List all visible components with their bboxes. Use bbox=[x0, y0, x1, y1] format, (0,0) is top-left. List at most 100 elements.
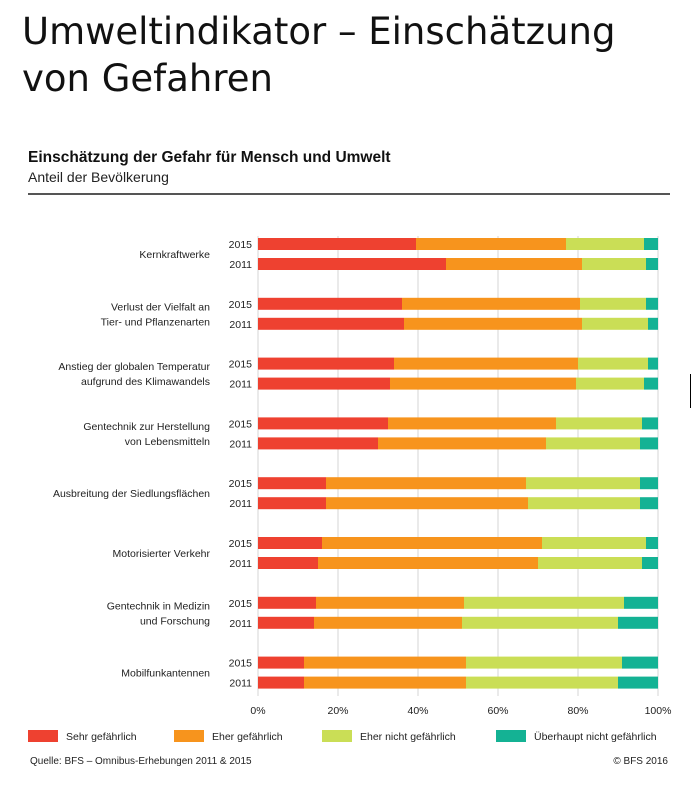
bar-segment bbox=[542, 537, 646, 549]
bar-segment bbox=[644, 377, 658, 390]
bar-segment bbox=[466, 676, 618, 689]
bar-segment bbox=[304, 676, 466, 689]
bar-segment bbox=[258, 417, 388, 430]
bar-segment bbox=[622, 656, 658, 669]
category-label: Ausbreitung der Siedlungsflächen bbox=[53, 488, 210, 500]
year-label: 2015 bbox=[229, 538, 253, 550]
bar-segment bbox=[642, 417, 658, 430]
year-label: 2015 bbox=[229, 478, 253, 490]
year-label: 2011 bbox=[229, 678, 252, 690]
year-label: 2011 bbox=[229, 618, 252, 630]
category-label: aufgrund des Klimawandels bbox=[81, 376, 210, 388]
bar-segment bbox=[258, 537, 322, 549]
category-label: Motorisierter Verkehr bbox=[113, 548, 211, 560]
chart-title: Einschätzung der Gefahr für Mensch und U… bbox=[28, 149, 391, 166]
category-label: und Forschung bbox=[140, 615, 210, 627]
year-label: 2015 bbox=[229, 418, 253, 430]
bar-segment bbox=[582, 317, 648, 330]
bar-segment bbox=[388, 417, 556, 430]
bar-segment bbox=[390, 377, 576, 390]
bar-segment bbox=[648, 357, 658, 370]
bar-segment bbox=[258, 297, 402, 310]
bar-segment bbox=[404, 317, 582, 330]
bar-segment bbox=[576, 377, 644, 390]
bar-segment bbox=[642, 557, 658, 569]
bar-segment bbox=[258, 497, 326, 510]
category-label: Mobilfunkantennen bbox=[121, 668, 210, 680]
bar-segment bbox=[528, 497, 640, 510]
bar-segment bbox=[258, 557, 318, 569]
category-label: Tier- und Pflanzenarten bbox=[101, 316, 210, 328]
bar-segment bbox=[322, 537, 542, 549]
bar-segment bbox=[578, 357, 648, 370]
bar-segment bbox=[326, 497, 528, 510]
bar-segment bbox=[646, 258, 658, 270]
legend-swatch bbox=[28, 730, 58, 742]
bar-segment bbox=[258, 258, 446, 270]
legend-label: Überhaupt nicht gefährlich bbox=[534, 731, 657, 743]
bar-segment bbox=[646, 297, 658, 310]
bars bbox=[258, 238, 658, 689]
bar-segment bbox=[624, 596, 658, 609]
bar-segment bbox=[258, 656, 304, 669]
legend-swatch bbox=[322, 730, 352, 742]
category-label: Gentechnik zur Herstellung bbox=[83, 421, 210, 433]
bar-segment bbox=[546, 437, 640, 450]
bar-segment bbox=[646, 537, 658, 549]
bar-segment bbox=[526, 477, 640, 490]
bar-segment bbox=[566, 238, 644, 250]
bar-segment bbox=[466, 656, 622, 669]
bar-segment bbox=[258, 616, 314, 629]
year-label: 2011 bbox=[229, 498, 252, 510]
x-tick-label: 60% bbox=[487, 705, 508, 717]
bar-segment bbox=[258, 437, 378, 450]
bar-segment bbox=[416, 238, 566, 250]
category-label: Gentechnik in Medizin bbox=[107, 600, 210, 612]
category-label: Verlust der Vielfalt an bbox=[111, 301, 210, 313]
year-label: 2011 bbox=[229, 259, 252, 271]
bar-segment bbox=[582, 258, 646, 270]
title-divider bbox=[28, 193, 670, 195]
bar-segment bbox=[556, 417, 642, 430]
bar-segment bbox=[402, 297, 580, 310]
legend-label: Eher gefährlich bbox=[212, 731, 283, 743]
bar-segment bbox=[394, 357, 578, 370]
bar-segment bbox=[618, 616, 658, 629]
bar-segment bbox=[258, 377, 390, 390]
x-tick-label: 40% bbox=[407, 705, 428, 717]
x-axis-ticks: 0% 20% 40% 60% 80% 100% bbox=[250, 705, 671, 717]
year-label: 2015 bbox=[229, 239, 253, 251]
bar-segment bbox=[640, 477, 658, 490]
bar-segment bbox=[258, 477, 326, 490]
bar-segment bbox=[640, 437, 658, 450]
source-note: Quelle: BFS – Omnibus-Erhebungen 2011 & … bbox=[30, 756, 252, 767]
bar-segment bbox=[318, 557, 538, 569]
year-label: 2011 bbox=[229, 379, 252, 391]
bar-segment bbox=[258, 317, 404, 330]
legend-swatch bbox=[174, 730, 204, 742]
bar-segment bbox=[258, 357, 394, 370]
bar-segment bbox=[304, 656, 466, 669]
bar-segment bbox=[326, 477, 526, 490]
category-labels: 2015 2011 Kernkraftwerke 2015 2011 Verlust de… bbox=[53, 239, 252, 690]
bar-segment bbox=[258, 596, 316, 609]
bar-segment bbox=[580, 297, 646, 310]
bar-segment bbox=[464, 596, 624, 609]
bar-segment bbox=[258, 676, 304, 689]
year-label: 2011 bbox=[229, 438, 252, 450]
category-label: Anstieg der globalen Temperatur bbox=[58, 361, 210, 373]
legend-swatch bbox=[496, 730, 526, 742]
x-tick-label: 100% bbox=[645, 705, 672, 717]
category-label: von Lebensmitteln bbox=[125, 436, 210, 448]
bar-segment bbox=[644, 238, 658, 250]
year-label: 2011 bbox=[229, 558, 252, 570]
x-tick-label: 0% bbox=[250, 705, 265, 717]
year-label: 2015 bbox=[229, 598, 253, 610]
bar-segment bbox=[640, 497, 658, 510]
chart-subtitle: Anteil der Bevölkerung bbox=[28, 169, 169, 185]
legend-label: Sehr gefährlich bbox=[66, 731, 137, 743]
text-cursor bbox=[690, 374, 691, 408]
bar-segment bbox=[314, 616, 462, 629]
year-label: 2015 bbox=[229, 658, 253, 670]
